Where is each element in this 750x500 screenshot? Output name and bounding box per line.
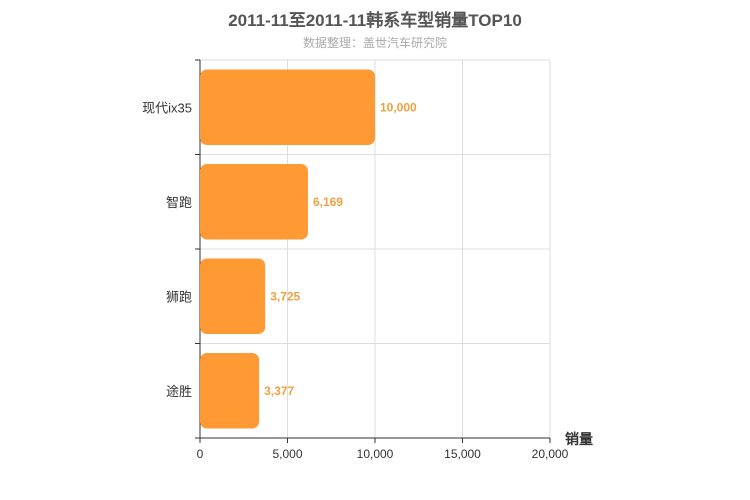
bar bbox=[200, 352, 260, 429]
x-axis-title: 销量 bbox=[565, 431, 593, 447]
category-label: 现代ix35 bbox=[142, 100, 192, 115]
data-label: 10,000 bbox=[380, 100, 417, 114]
data-label: 3,377 bbox=[264, 384, 294, 398]
x-tick-label: 0 bbox=[197, 447, 204, 461]
category-label: 狮跑 bbox=[166, 289, 192, 304]
chart-title: 2011-11至2011-11韩系车型销量TOP10 bbox=[228, 11, 522, 30]
category-label: 途胜 bbox=[166, 384, 192, 399]
x-tick-label: 5,000 bbox=[272, 447, 302, 461]
bar bbox=[200, 258, 266, 335]
bar bbox=[200, 69, 375, 146]
x-tick-label: 20,000 bbox=[532, 447, 569, 461]
bar bbox=[200, 163, 308, 240]
x-tick-label: 10,000 bbox=[357, 447, 394, 461]
data-label: 6,169 bbox=[313, 195, 343, 209]
data-label: 3,725 bbox=[270, 289, 300, 303]
category-label: 智跑 bbox=[166, 195, 192, 210]
chart-subtitle: 数据整理：盖世汽车研究院 bbox=[302, 36, 447, 50]
x-tick-label: 15,000 bbox=[444, 447, 481, 461]
